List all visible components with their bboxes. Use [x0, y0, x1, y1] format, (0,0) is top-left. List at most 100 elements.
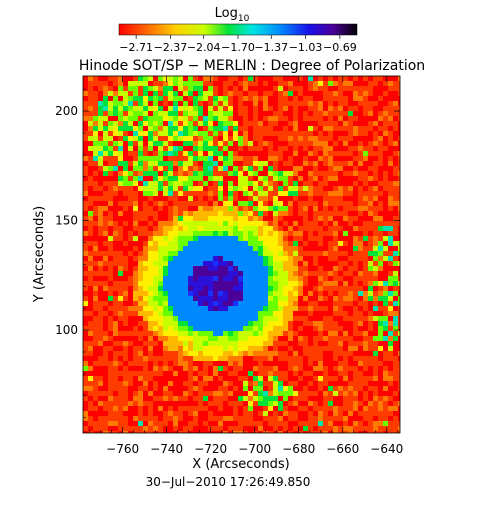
heatmap-cell [203, 361, 208, 366]
heatmap-cell [288, 136, 293, 141]
heatmap-cell [328, 396, 333, 401]
heatmap-cell [153, 161, 158, 166]
heatmap-cell [123, 116, 128, 121]
heatmap-cell [108, 86, 113, 91]
heatmap-cell [168, 336, 173, 341]
heatmap-cell [248, 331, 253, 336]
heatmap-cell [228, 301, 233, 306]
heatmap-cell [243, 261, 248, 266]
heatmap-cell [168, 321, 173, 326]
heatmap-cell [253, 391, 258, 396]
heatmap-cell [383, 181, 388, 186]
heatmap-cell [183, 136, 188, 141]
heatmap-cell [188, 141, 193, 146]
heatmap-cell [83, 346, 88, 351]
heatmap-cell [123, 86, 128, 91]
heatmap-cell [268, 141, 273, 146]
heatmap-cell [373, 211, 378, 216]
heatmap-cell [333, 286, 338, 291]
heatmap-cell [238, 146, 243, 151]
heatmap-cell [193, 276, 198, 281]
heatmap-cell [398, 321, 400, 326]
heatmap-cell [93, 341, 98, 346]
heatmap-cell [143, 186, 148, 191]
heatmap-cell [123, 406, 128, 411]
heatmap-cell [218, 306, 223, 311]
heatmap-cell [398, 166, 400, 171]
heatmap-cell [273, 391, 278, 396]
heatmap-cell [273, 176, 278, 181]
heatmap-cell [253, 256, 258, 261]
heatmap-cell [213, 96, 218, 101]
heatmap-cell [228, 346, 233, 351]
heatmap-cell [233, 226, 238, 231]
heatmap-cell [108, 221, 113, 226]
heatmap-cell [278, 406, 283, 411]
heatmap-cell [308, 391, 313, 396]
heatmap-cell [378, 201, 383, 206]
heatmap-cell [133, 266, 138, 271]
heatmap-cell [338, 111, 343, 116]
heatmap-cell [228, 206, 233, 211]
heatmap-cell [118, 286, 123, 291]
heatmap-cell [158, 261, 163, 266]
heatmap-cell [238, 306, 243, 311]
heatmap-cell [213, 221, 218, 226]
heatmap-cell [133, 126, 138, 131]
heatmap-cell [303, 241, 308, 246]
heatmap-cell [128, 121, 133, 126]
heatmap-cell [148, 191, 153, 196]
heatmap-cell [163, 336, 168, 341]
heatmap-cell [183, 256, 188, 261]
heatmap-cell [353, 241, 358, 246]
heatmap-image [83, 76, 400, 433]
heatmap-cell [373, 306, 378, 311]
heatmap-cell [138, 411, 143, 416]
heatmap-cell [363, 146, 368, 151]
heatmap-cell [188, 221, 193, 226]
heatmap-cell [153, 186, 158, 191]
heatmap-cell [98, 311, 103, 316]
heatmap-cell [243, 396, 248, 401]
heatmap-cell [203, 366, 208, 371]
heatmap-cell [173, 356, 178, 361]
heatmap-cell [198, 146, 203, 151]
heatmap-cell [308, 311, 313, 316]
heatmap-cell [133, 236, 138, 241]
heatmap-cell [263, 371, 268, 376]
heatmap-cell [168, 256, 173, 261]
heatmap-cell [108, 191, 113, 196]
heatmap-cell [198, 106, 203, 111]
heatmap-cell [208, 331, 213, 336]
heatmap-cell [193, 291, 198, 296]
heatmap-cell [178, 246, 183, 251]
heatmap-cell [263, 311, 268, 316]
heatmap-cell [153, 176, 158, 181]
heatmap-cell [223, 296, 228, 301]
heatmap-cell [188, 286, 193, 291]
heatmap-cell [258, 271, 263, 276]
heatmap-cell [228, 356, 233, 361]
heatmap-cell [343, 111, 348, 116]
heatmap-cell [268, 226, 273, 231]
heatmap-cell [363, 416, 368, 421]
heatmap-cell [133, 161, 138, 166]
heatmap-cell [213, 316, 218, 321]
heatmap-cell [253, 301, 258, 306]
heatmap-cell [333, 256, 338, 261]
heatmap-cell [158, 426, 163, 431]
heatmap-cell [358, 411, 363, 416]
heatmap-cell [333, 271, 338, 276]
heatmap-cell [218, 181, 223, 186]
heatmap-cell [178, 281, 183, 286]
heatmap-cell [193, 246, 198, 251]
heatmap-cell [168, 276, 173, 281]
heatmap-cell [183, 221, 188, 226]
heatmap-cell [153, 316, 158, 321]
heatmap-cell [173, 206, 178, 211]
heatmap-cell [118, 301, 123, 306]
heatmap-cell [278, 311, 283, 316]
heatmap-cell [93, 316, 98, 321]
heatmap-cell [183, 166, 188, 171]
heatmap-cell [198, 326, 203, 331]
